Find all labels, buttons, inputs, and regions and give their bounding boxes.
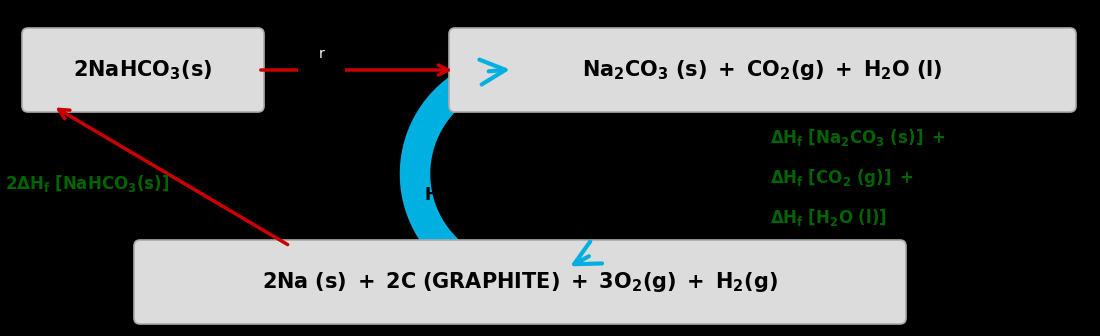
Text: $\mathbf{2Na\ (s)\ +\ 2C\ (GRAPHITE)\ +\ 3O_2(g)\ +\ H_2(g)}$: $\mathbf{2Na\ (s)\ +\ 2C\ (GRAPHITE)\ +\… — [262, 270, 778, 294]
Text: $\mathbf{\Delta H_f\ [CO_2\ (g)]\ +}$: $\mathbf{\Delta H_f\ [CO_2\ (g)]\ +}$ — [770, 167, 913, 189]
Text: $\mathbf{\Delta H_f\ [Na_2CO_3\ (s)]\ +}$: $\mathbf{\Delta H_f\ [Na_2CO_3\ (s)]\ +}… — [770, 127, 945, 149]
Text: $\mathbf{2\Delta H_f\ [NaHCO_3(s)]}$: $\mathbf{2\Delta H_f\ [NaHCO_3(s)]}$ — [6, 173, 169, 195]
FancyBboxPatch shape — [449, 28, 1076, 112]
Text: r: r — [319, 47, 324, 61]
Text: $\mathbf{H_2}$: $\mathbf{H_2}$ — [424, 185, 447, 205]
Text: $\mathbf{\Delta H_f\ [H_2O\ (l)]}$: $\mathbf{\Delta H_f\ [H_2O\ (l)]}$ — [770, 208, 887, 228]
FancyBboxPatch shape — [22, 28, 264, 112]
Text: $\mathbf{Na_2CO_3\ (s)\ +\ CO_2(g)\ +\ H_2O\ (l)}$: $\mathbf{Na_2CO_3\ (s)\ +\ CO_2(g)\ +\ H… — [582, 58, 943, 82]
Text: $\mathbf{2NaHCO_3(s)}$: $\mathbf{2NaHCO_3(s)}$ — [74, 58, 212, 82]
FancyBboxPatch shape — [134, 240, 906, 324]
